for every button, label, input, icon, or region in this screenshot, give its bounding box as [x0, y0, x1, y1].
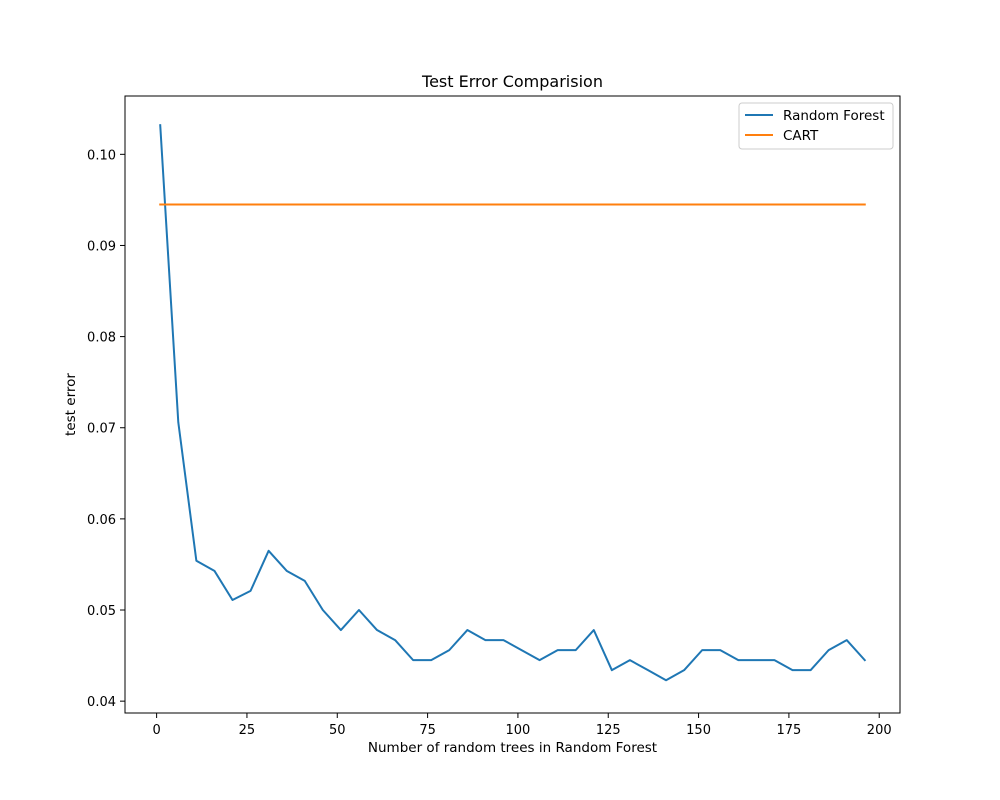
y-tick-label: 0.08	[87, 331, 116, 346]
x-tick-label: 75	[419, 723, 436, 738]
legend-box	[738, 102, 894, 150]
x-tick-label: 200	[867, 723, 892, 738]
x-tick-label: 25	[239, 723, 256, 738]
plot-frame	[124, 95, 901, 714]
series-line-random-forest	[159, 124, 867, 682]
x-tick-label: 150	[686, 723, 711, 738]
x-axis-title: Number of random trees in Random Forest	[368, 740, 657, 756]
x-tick-label: 175	[776, 723, 801, 738]
y-axis-title: test error	[63, 373, 79, 436]
y-tick-label: 0.06	[87, 513, 116, 528]
x-tick-label: 50	[329, 723, 346, 738]
x-tick-label: 0	[152, 723, 160, 738]
x-axis: 0 25 50 75 100 125 150 175 200	[152, 713, 892, 738]
chart-title: Test Error Comparision	[421, 72, 603, 91]
y-tick-label: 0.07	[87, 422, 116, 437]
y-tick-label: 0.04	[87, 695, 116, 710]
x-tick-label: 125	[596, 723, 621, 738]
y-tick-label: 0.05	[87, 604, 116, 619]
x-tick-label: 100	[506, 723, 531, 738]
y-axis: 0.04 0.05 0.06 0.07 0.08 0.09 0.10	[87, 148, 125, 710]
y-tick-label: 0.10	[87, 148, 116, 163]
legend-label-random-forest: Random Forest	[783, 108, 885, 124]
legend: Random Forest CART	[738, 102, 894, 150]
series-layer	[159, 124, 867, 682]
legend-label-cart: CART	[783, 128, 819, 144]
y-tick-label: 0.09	[87, 239, 116, 254]
